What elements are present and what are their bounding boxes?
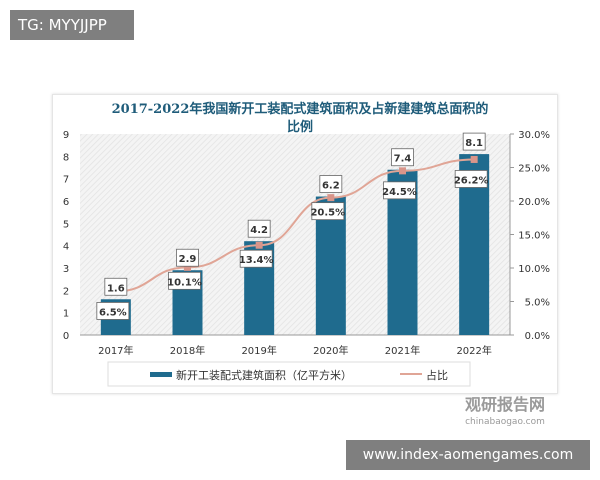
watermark-cn: 观研报告网 — [465, 395, 545, 414]
bar-value-label: 2.9 — [179, 254, 197, 265]
share-value-label: 6.5% — [99, 307, 127, 318]
share-value-label: 10.1% — [167, 277, 202, 288]
share-marker — [184, 263, 191, 271]
left-tick-label: 2 — [63, 286, 69, 297]
plot-area — [80, 134, 510, 335]
bar-value-label-box — [104, 277, 128, 296]
right-tick-label: 15.0% — [518, 231, 550, 242]
legend-swatch-bar — [150, 372, 172, 377]
share-marker — [255, 241, 263, 249]
right-tick-label: 20.0% — [518, 197, 550, 208]
overlay-site: www.index-aomengames.com — [346, 440, 590, 470]
bar-value-label: 6.2 — [322, 181, 340, 192]
bar-value-label-box — [319, 175, 343, 193]
chart-title-line1: 2017-2022年我国新开工装配式建筑面积及占新建建筑总面积的 — [112, 101, 489, 117]
share-value-label-box — [239, 249, 273, 268]
x-tick-label: 2020年 — [313, 344, 348, 357]
share-value-label-box — [311, 202, 345, 221]
x-tick-label: 2021年 — [385, 344, 420, 357]
watermark-en: chinabaogao.com — [465, 417, 545, 427]
share-value-label: 26.2% — [454, 175, 489, 186]
bar-value-label: 1.6 — [107, 283, 125, 294]
left-tick-label: 4 — [63, 242, 69, 253]
left-tick-label: 7 — [63, 175, 69, 186]
left-tick-label: 3 — [63, 264, 69, 275]
bar-value-label: 7.4 — [394, 154, 412, 165]
bar-value-label-box — [391, 148, 414, 167]
bar-value-label: 4.2 — [250, 225, 268, 236]
share-line — [115, 158, 475, 293]
right-tick-label: 0.0% — [525, 331, 550, 342]
overlay-tag: TG: MYYJJPP — [10, 10, 134, 40]
legend-box — [107, 361, 471, 387]
share-value-label-box — [96, 302, 130, 320]
chart-title-line2: 比例 — [287, 119, 313, 135]
left-tick-label: 5 — [63, 219, 69, 230]
left-tick-label: 1 — [63, 309, 69, 320]
share-marker — [470, 155, 478, 163]
left-tick-label: 0 — [63, 331, 69, 342]
right-tick-label: 5.0% — [525, 298, 550, 309]
left-tick-label: 8 — [63, 152, 69, 163]
left-tick-label: 9 — [63, 130, 69, 141]
share-value-label: 20.5% — [310, 208, 345, 219]
right-tick-label: 10.0% — [518, 264, 550, 275]
legend-label-bar: 新开工装配式建筑面积（亿平方米） — [176, 368, 352, 382]
left-tick-label: 6 — [63, 197, 69, 208]
bar-value-label-box — [462, 132, 486, 151]
share-value-label: 24.5% — [382, 187, 417, 198]
x-tick-label: 2017年 — [98, 344, 133, 357]
bar-value-label-box — [176, 248, 199, 267]
right-tick-label: 30.0% — [518, 130, 550, 141]
x-tick-label: 2022年 — [456, 344, 491, 357]
x-tick-label: 2019年 — [241, 344, 276, 357]
bar-value-label: 8.1 — [465, 138, 483, 149]
share-value-label-box — [168, 271, 201, 290]
legend-label-line: 占比 — [426, 368, 448, 382]
share-marker — [327, 194, 335, 202]
share-value-label-box — [454, 170, 488, 188]
share-marker — [399, 167, 406, 175]
share-value-label: 13.4% — [239, 255, 274, 266]
share-value-label-box — [383, 181, 416, 200]
x-tick-label: 2018年 — [170, 344, 205, 357]
bar-value-label-box — [247, 219, 271, 238]
right-tick-label: 25.0% — [518, 164, 550, 175]
